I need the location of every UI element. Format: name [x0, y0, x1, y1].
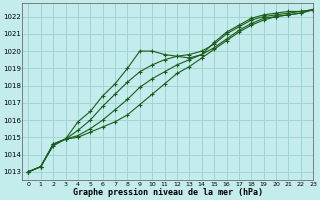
X-axis label: Graphe pression niveau de la mer (hPa): Graphe pression niveau de la mer (hPa) [73, 188, 263, 197]
